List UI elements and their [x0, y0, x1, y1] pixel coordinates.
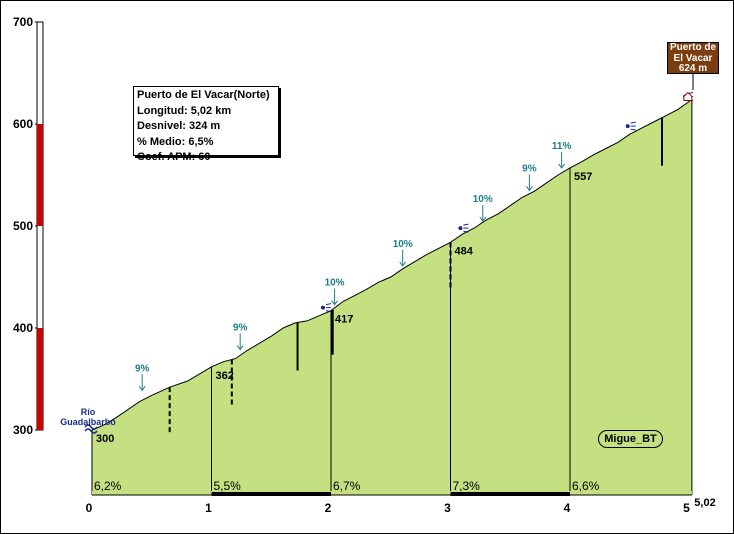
gradient-label: 9% — [135, 363, 150, 374]
segment-grade-label: 6,7% — [333, 479, 361, 493]
scale-bar-band — [37, 328, 43, 430]
x-end-label: 5,02 — [694, 497, 715, 509]
y-tick-label: 700 — [13, 15, 33, 29]
gradient-arrowhead — [138, 386, 146, 392]
km-elevation-label: 557 — [574, 171, 592, 183]
segment-grade-label: 6,2% — [94, 479, 122, 493]
summit-elevation: 624 m — [678, 63, 708, 74]
segment-grade-label: 5,5% — [214, 479, 242, 493]
gradient-arrowhead — [525, 186, 533, 192]
start-name-line: Río — [80, 407, 96, 417]
km-elevation-label: 300 — [96, 433, 114, 445]
segment-grade-label: 6,6% — [572, 479, 600, 493]
km-elevation-label: 484 — [455, 245, 474, 257]
km-elevation-label: 417 — [335, 314, 353, 326]
climb-coefficient: Coef. APM: 60 — [137, 151, 211, 163]
gradient-label: 10% — [393, 239, 413, 250]
gradient-arrowhead — [479, 216, 487, 222]
y-tick-label: 400 — [13, 321, 33, 335]
fountain-rays — [630, 121, 636, 131]
gradient-label: 10% — [325, 278, 345, 289]
gradient-arrowhead — [236, 345, 244, 351]
summit-house-icon — [683, 91, 693, 102]
km-elevation-label: 362 — [216, 370, 234, 382]
fountain-icon — [625, 124, 630, 129]
segment-band-dark — [211, 492, 331, 496]
gradient-arrowhead — [399, 261, 407, 267]
start-location-label: Río Guadalbarbo — [40, 407, 136, 427]
profile-area-group — [91, 99, 693, 496]
climb-average-grade: % Medio: 6,5% — [137, 135, 214, 148]
gradient-arrowhead — [558, 163, 566, 169]
climb-length: Longitud: 5,02 km — [137, 104, 232, 117]
start-name-line: Guadalbarbo — [60, 417, 116, 427]
x-tick-label: 2 — [325, 501, 332, 515]
elevation-scale-bar: 300 400 500 600 700 — [13, 15, 44, 437]
gradient-label: 10% — [473, 194, 493, 205]
x-tick-label: 1 — [205, 501, 212, 515]
segment-grade-label: 7,3% — [453, 479, 481, 493]
fountain-icon — [321, 305, 325, 310]
segment-band-dark — [450, 492, 570, 496]
fountain-rays — [463, 223, 469, 233]
x-tick-label: 0 — [86, 501, 93, 515]
scale-bar-band — [37, 124, 43, 226]
gradient-label: 9% — [233, 323, 248, 334]
x-tick-label: 4 — [564, 501, 571, 515]
summit-name-line: Puerto de — [669, 42, 717, 53]
author-badge: Migue_BT — [598, 430, 663, 448]
x-tick-label: 5 — [683, 501, 690, 515]
river-icon — [84, 424, 98, 434]
y-tick-label: 600 — [13, 117, 33, 131]
climb-info-box: Puerto de El Vacar(Norte) Longitud: 5,02… — [133, 86, 279, 163]
fountain-icon — [458, 226, 463, 231]
gradient-arrowhead — [331, 300, 338, 306]
summit-sign: Puerto de El Vacar 624 m — [667, 42, 719, 74]
segment-band — [92, 491, 692, 495]
x-tick-label: 3 — [444, 501, 451, 515]
axes: 0 1 2 3 4 5 5,02 — [86, 494, 716, 515]
y-tick-label: 300 — [13, 423, 33, 437]
climb-title: Puerto de El Vacar(Norte) — [137, 89, 270, 101]
gradient-label: 9% — [522, 163, 537, 174]
y-tick-label: 500 — [13, 219, 33, 233]
profile-line — [91, 99, 693, 431]
fountain-rays — [325, 303, 332, 313]
profile-area — [92, 99, 692, 495]
climb-elevation-gain: Desnivel: 324 m — [137, 120, 221, 132]
gradient-label: 11% — [552, 141, 572, 152]
labels: 300 362 417 484 557 6,2% 5,5% 6,7% 7,3% 6,6% 9% 9% 1… — [84, 74, 694, 493]
summit-name-line: El Vacar — [673, 52, 713, 64]
